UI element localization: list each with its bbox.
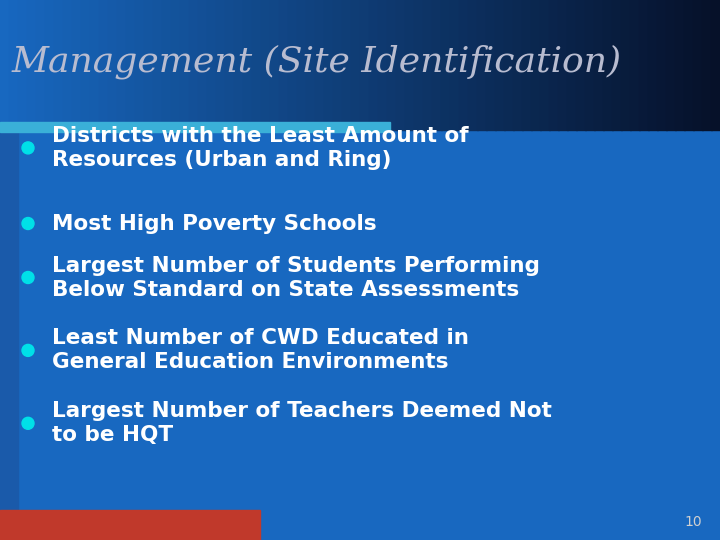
Text: Least Number of CWD Educated in
General Education Environments: Least Number of CWD Educated in General … xyxy=(52,328,469,373)
Bar xyxy=(351,0,361,130)
Bar xyxy=(612,0,622,130)
Bar xyxy=(423,0,433,130)
Bar xyxy=(189,0,199,130)
Bar xyxy=(234,0,244,130)
Bar xyxy=(450,0,460,130)
Text: Largest Number of Teachers Deemed Not
to be HQT: Largest Number of Teachers Deemed Not to… xyxy=(52,401,552,445)
Bar xyxy=(414,0,424,130)
Bar xyxy=(207,0,217,130)
Text: Largest Number of Students Performing
Below Standard on State Assessments: Largest Number of Students Performing Be… xyxy=(52,255,540,300)
Bar xyxy=(27,0,37,130)
Bar xyxy=(549,0,559,130)
Bar xyxy=(99,0,109,130)
Bar xyxy=(369,0,379,130)
Bar xyxy=(9,0,19,130)
Bar xyxy=(648,0,658,130)
Bar xyxy=(261,0,271,130)
Bar xyxy=(504,0,514,130)
Bar xyxy=(126,0,136,130)
Bar xyxy=(135,0,145,130)
Text: 10: 10 xyxy=(685,515,702,529)
Bar xyxy=(576,0,586,130)
Bar xyxy=(513,0,523,130)
Circle shape xyxy=(22,417,34,429)
Text: Most High Poverty Schools: Most High Poverty Schools xyxy=(52,213,377,233)
Bar xyxy=(702,0,712,130)
Bar xyxy=(306,0,316,130)
Bar xyxy=(243,0,253,130)
Bar xyxy=(531,0,541,130)
Bar xyxy=(72,0,82,130)
Bar xyxy=(558,0,568,130)
Bar xyxy=(54,0,64,130)
Bar xyxy=(252,0,262,130)
Bar xyxy=(171,0,181,130)
Circle shape xyxy=(22,272,34,284)
Circle shape xyxy=(22,218,34,230)
Bar xyxy=(324,0,334,130)
Bar xyxy=(270,0,280,130)
Bar xyxy=(441,0,451,130)
Bar xyxy=(216,0,226,130)
Bar xyxy=(468,0,478,130)
Bar xyxy=(0,510,260,540)
Bar xyxy=(486,0,496,130)
Bar xyxy=(387,0,397,130)
Bar xyxy=(657,0,667,130)
Bar xyxy=(225,0,235,130)
Bar xyxy=(675,0,685,130)
Bar xyxy=(567,0,577,130)
Bar xyxy=(540,0,550,130)
Bar xyxy=(495,0,505,130)
Bar xyxy=(153,0,163,130)
Circle shape xyxy=(22,142,34,154)
Bar xyxy=(594,0,604,130)
Bar xyxy=(180,0,190,130)
Text: Districts with the Least Amount of
Resources (Urban and Ring): Districts with the Least Amount of Resou… xyxy=(52,126,469,170)
Bar xyxy=(630,0,640,130)
Bar xyxy=(144,0,154,130)
Bar xyxy=(315,0,325,130)
Bar xyxy=(0,130,720,540)
Bar xyxy=(522,0,532,130)
Bar xyxy=(198,0,208,130)
Bar xyxy=(459,0,469,130)
Bar xyxy=(432,0,442,130)
Bar xyxy=(333,0,343,130)
Bar xyxy=(90,0,100,130)
Bar xyxy=(639,0,649,130)
Bar xyxy=(666,0,676,130)
Bar xyxy=(63,0,73,130)
Bar xyxy=(396,0,406,130)
Bar xyxy=(621,0,631,130)
Bar xyxy=(279,0,289,130)
Bar xyxy=(162,0,172,130)
Bar xyxy=(585,0,595,130)
Bar xyxy=(477,0,487,130)
Bar xyxy=(288,0,298,130)
Bar xyxy=(693,0,703,130)
Bar xyxy=(81,0,91,130)
Bar xyxy=(684,0,694,130)
Bar xyxy=(0,122,390,132)
Bar xyxy=(45,0,55,130)
Bar xyxy=(603,0,613,130)
Bar xyxy=(18,0,28,130)
Bar xyxy=(297,0,307,130)
Bar xyxy=(0,130,18,518)
Bar xyxy=(108,0,118,130)
Bar xyxy=(0,0,10,130)
Bar xyxy=(378,0,388,130)
Bar xyxy=(405,0,415,130)
Bar xyxy=(117,0,127,130)
Bar xyxy=(36,0,46,130)
Bar xyxy=(0,0,720,97)
Bar xyxy=(342,0,352,130)
Bar xyxy=(711,0,720,130)
Circle shape xyxy=(22,345,34,356)
Bar xyxy=(360,0,370,130)
Text: Management (Site Identification): Management (Site Identification) xyxy=(12,45,622,79)
